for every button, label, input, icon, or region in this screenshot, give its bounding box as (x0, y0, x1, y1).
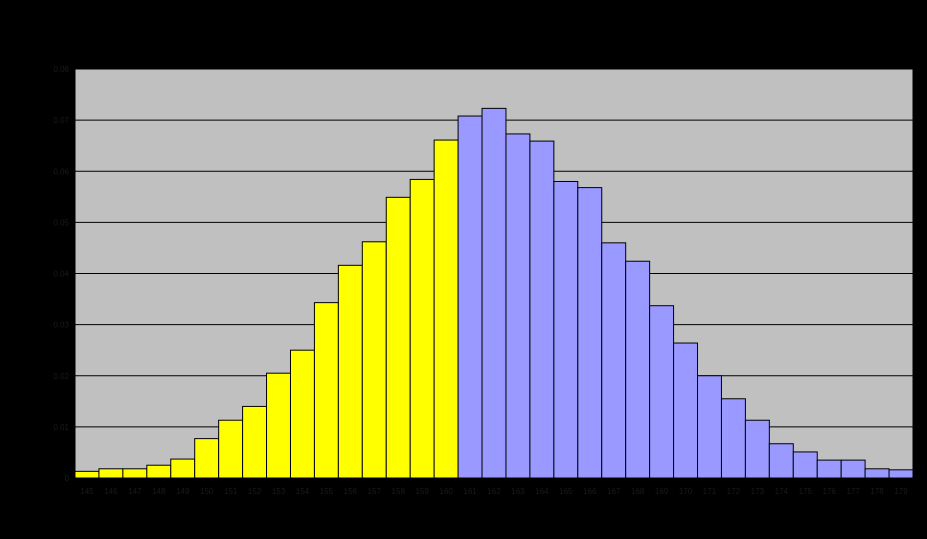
bar (816, 459, 842, 479)
y-tick-label: 0.01 (53, 423, 69, 432)
x-tick-label: 179 (894, 487, 908, 496)
bar (625, 260, 651, 479)
bar (601, 242, 627, 479)
x-tick-label: 168 (631, 487, 645, 496)
x-tick-label: 145 (80, 487, 94, 496)
x-tick-label: 177 (846, 487, 860, 496)
bar (577, 187, 603, 479)
x-tick-label: 156 (344, 487, 358, 496)
x-tick-label: 160 (439, 487, 453, 496)
bar (409, 178, 435, 479)
y-tick-label: 0.08 (53, 65, 69, 74)
y-tick-label: 0.03 (53, 321, 69, 330)
x-tick-label: 163 (511, 487, 525, 496)
bar (792, 451, 818, 479)
x-tick-label: 171 (703, 487, 717, 496)
y-tick-label: 0.02 (53, 372, 69, 381)
bar (361, 241, 387, 479)
bar (457, 115, 483, 479)
bar (74, 470, 100, 479)
bars (74, 107, 914, 479)
bar (840, 459, 866, 479)
x-tick-label: 146 (104, 487, 118, 496)
bar (266, 372, 291, 479)
x-tick-label: 150 (200, 487, 214, 496)
x-tick-label: 162 (487, 487, 501, 496)
bar (505, 133, 531, 479)
x-tick-labels: 145 146 147 148 149 150 151 152 153 154 155 156 157 1… (80, 487, 908, 496)
bar (98, 468, 124, 479)
x-tick-label: 174 (775, 487, 789, 496)
y-tick-label: 0.07 (53, 116, 69, 125)
bar (768, 443, 794, 479)
bar (242, 405, 268, 479)
bar (313, 302, 339, 479)
y-tick-label: 0.04 (53, 270, 69, 279)
x-tick-label: 153 (272, 487, 286, 496)
bar (649, 305, 675, 479)
x-tick-label: 158 (392, 487, 406, 496)
bar (744, 419, 770, 479)
bar (481, 107, 507, 479)
x-tick-label: 170 (679, 487, 693, 496)
bar (433, 139, 459, 479)
x-tick-label: 175 (799, 487, 813, 496)
x-tick-label: 157 (368, 487, 382, 496)
x-tick-label: 165 (559, 487, 573, 496)
bar (697, 375, 722, 479)
x-tick-label: 147 (128, 487, 142, 496)
bar (170, 458, 196, 479)
x-tick-label: 169 (655, 487, 669, 496)
bar (122, 468, 148, 479)
x-tick-label: 155 (320, 487, 334, 496)
bar (673, 342, 699, 479)
x-tick-label: 151 (224, 487, 238, 496)
x-tick-label: 176 (823, 487, 837, 496)
bar (218, 419, 244, 479)
bar (289, 349, 315, 479)
y-tick-labels: 0 0.01 0.02 0.03 0.04 0.05 0.06 0.07 0.08 (53, 65, 69, 483)
x-tick-label: 173 (751, 487, 765, 496)
x-tick-label: 159 (415, 487, 429, 496)
y-tick-label: 0.06 (53, 167, 69, 176)
x-tick-label: 167 (607, 487, 621, 496)
x-tick-label: 166 (583, 487, 597, 496)
x-tick-label: 148 (152, 487, 166, 496)
x-tick-label: 149 (176, 487, 190, 496)
bar (385, 196, 411, 479)
x-tick-label: 164 (535, 487, 549, 496)
x-tick-label: 172 (727, 487, 741, 496)
bar (337, 264, 363, 479)
bar (529, 140, 555, 479)
bar (553, 180, 579, 479)
y-tick-label: 0 (65, 474, 70, 483)
bar (864, 468, 890, 479)
x-tick-label: 152 (248, 487, 262, 496)
bar (194, 438, 220, 479)
x-tick-label: 161 (463, 487, 477, 496)
x-tick-label: 178 (870, 487, 884, 496)
bar (720, 398, 746, 479)
bar (888, 469, 914, 479)
y-tick-label: 0.05 (53, 218, 69, 227)
x-tick-label: 154 (296, 487, 310, 496)
bar (146, 464, 172, 479)
